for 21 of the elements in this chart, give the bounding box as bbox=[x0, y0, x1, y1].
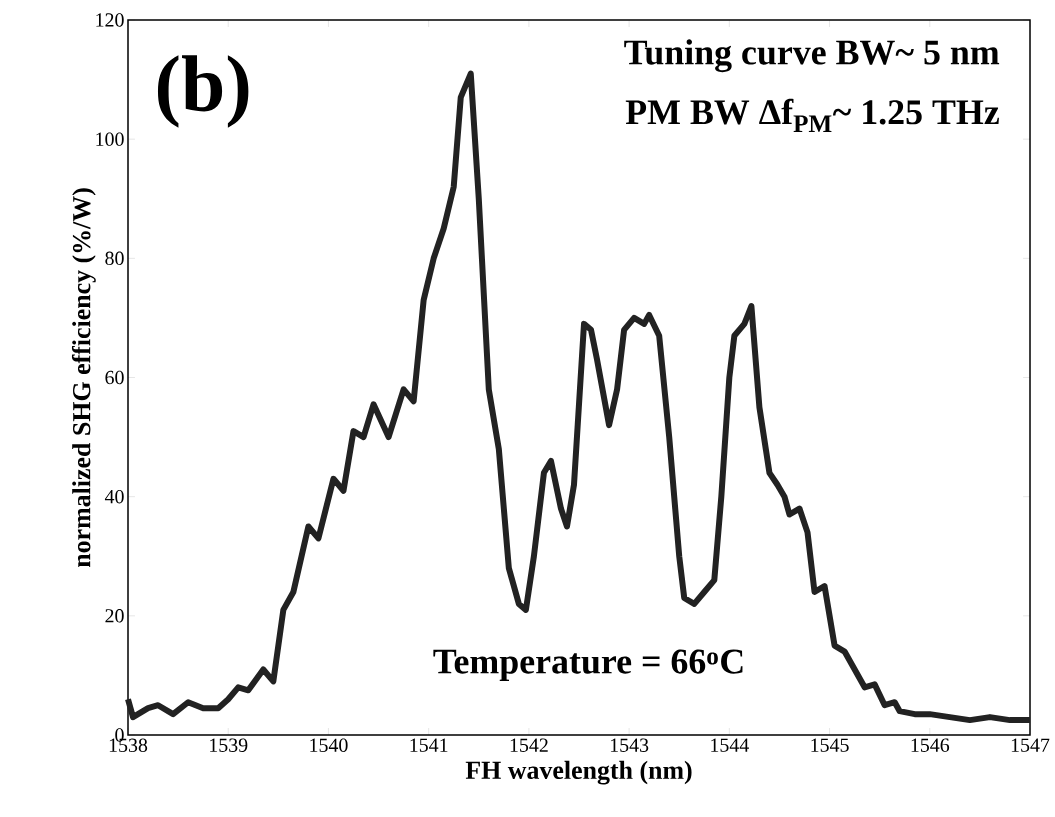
x-tick-label: 1541 bbox=[410, 738, 448, 752]
annotation: Temperature = 66$^{o}$C bbox=[433, 649, 743, 681]
x-tick-label: 1546 bbox=[911, 738, 950, 752]
x-tick-label: 1540 bbox=[310, 738, 348, 752]
annotation: Tuning curve BW~ 5 nm bbox=[624, 39, 1000, 73]
x-axis-title: FH wavelength (nm) bbox=[465, 760, 692, 785]
x-tick-label: 1544 bbox=[711, 738, 749, 752]
x-tick-label: 1539 bbox=[210, 738, 248, 752]
y-tick-label: 60 bbox=[105, 370, 124, 385]
y-axis-title: normalized SHG efficiency (%/W) bbox=[71, 188, 96, 568]
x-tick-label: 1545 bbox=[811, 738, 849, 752]
y-tick-label: 40 bbox=[104, 489, 124, 504]
y-tick-label: 20 bbox=[105, 609, 124, 623]
x-tick-label: 1547 bbox=[1011, 738, 1050, 752]
y-tick-label: 80 bbox=[105, 251, 124, 266]
x-tick-label: 1542 bbox=[510, 738, 548, 752]
y-tick-label: 120 bbox=[96, 13, 124, 27]
y-tick-label: 100 bbox=[96, 132, 124, 146]
x-tick-label: 1543 bbox=[610, 738, 649, 752]
annotation: (b) bbox=[157, 55, 249, 128]
annotation: PM BW Δf$_{PM}$~ 1.25 THz bbox=[625, 98, 999, 132]
